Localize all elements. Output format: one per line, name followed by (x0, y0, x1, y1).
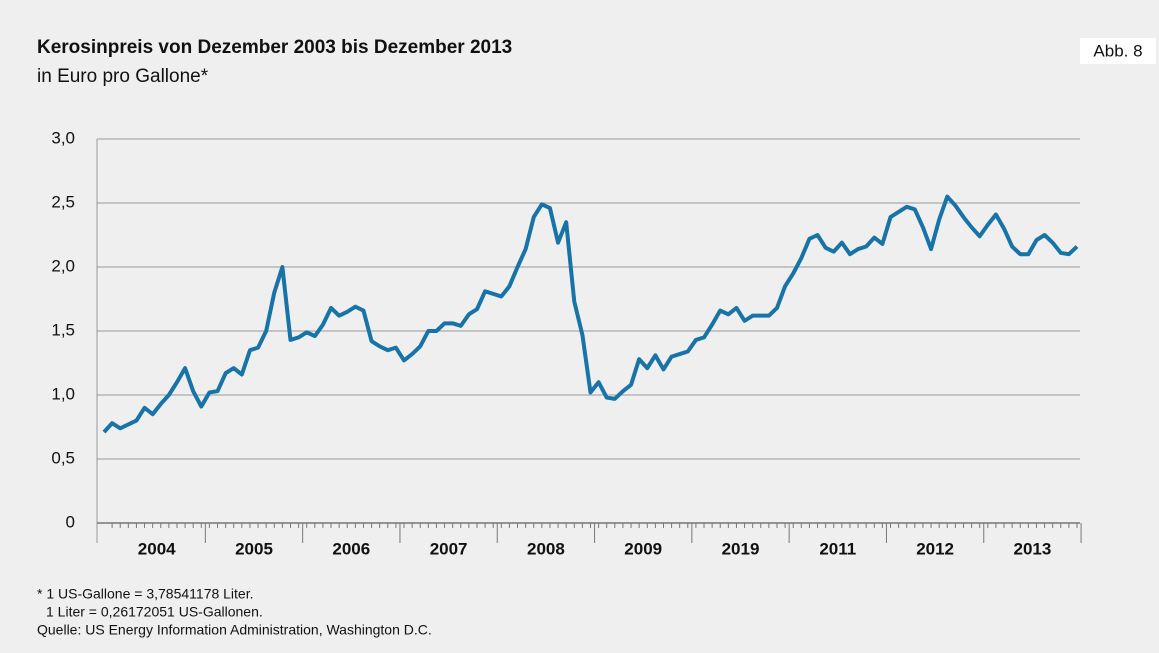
x-tick-label: 2013 (1013, 539, 1051, 558)
footnote: * 1 US-Gallone = 3,78541178 Liter. (37, 586, 254, 602)
x-tick-label: 2004 (138, 539, 176, 558)
x-tick-label: 2011 (819, 539, 856, 558)
y-tick-label: 1,5 (51, 320, 75, 339)
figure-label: Abb. 8 (1093, 41, 1142, 60)
y-tick-label: 2,0 (51, 256, 75, 275)
footnote: 1 Liter = 0,26172051 US-Gallonen. (46, 604, 263, 620)
y-tick-label: 0 (66, 512, 75, 531)
price-line (102, 194, 1079, 434)
footnote: Quelle: US Energy Information Administra… (37, 622, 432, 638)
x-tick-label: 2009 (624, 539, 662, 558)
chart-subtitle: in Euro pro Gallone* (37, 66, 209, 87)
y-tick-label: 0,5 (51, 448, 75, 467)
y-tick-label: 3,0 (51, 128, 75, 147)
x-tick-label: 2005 (235, 539, 273, 558)
x-tick-label: 2007 (430, 539, 468, 558)
y-tick-label: 1,0 (51, 384, 75, 403)
y-tick-label: 2,5 (51, 192, 75, 211)
x-tick-label: 2008 (527, 539, 565, 558)
x-tick-label: 2012 (916, 539, 954, 558)
x-tick-label: 2006 (332, 539, 370, 558)
badge-box (1080, 38, 1156, 64)
x-tick-label: 2019 (722, 539, 760, 558)
chart-title: Kerosinpreis von Dezember 2003 bis Dezem… (37, 37, 512, 58)
